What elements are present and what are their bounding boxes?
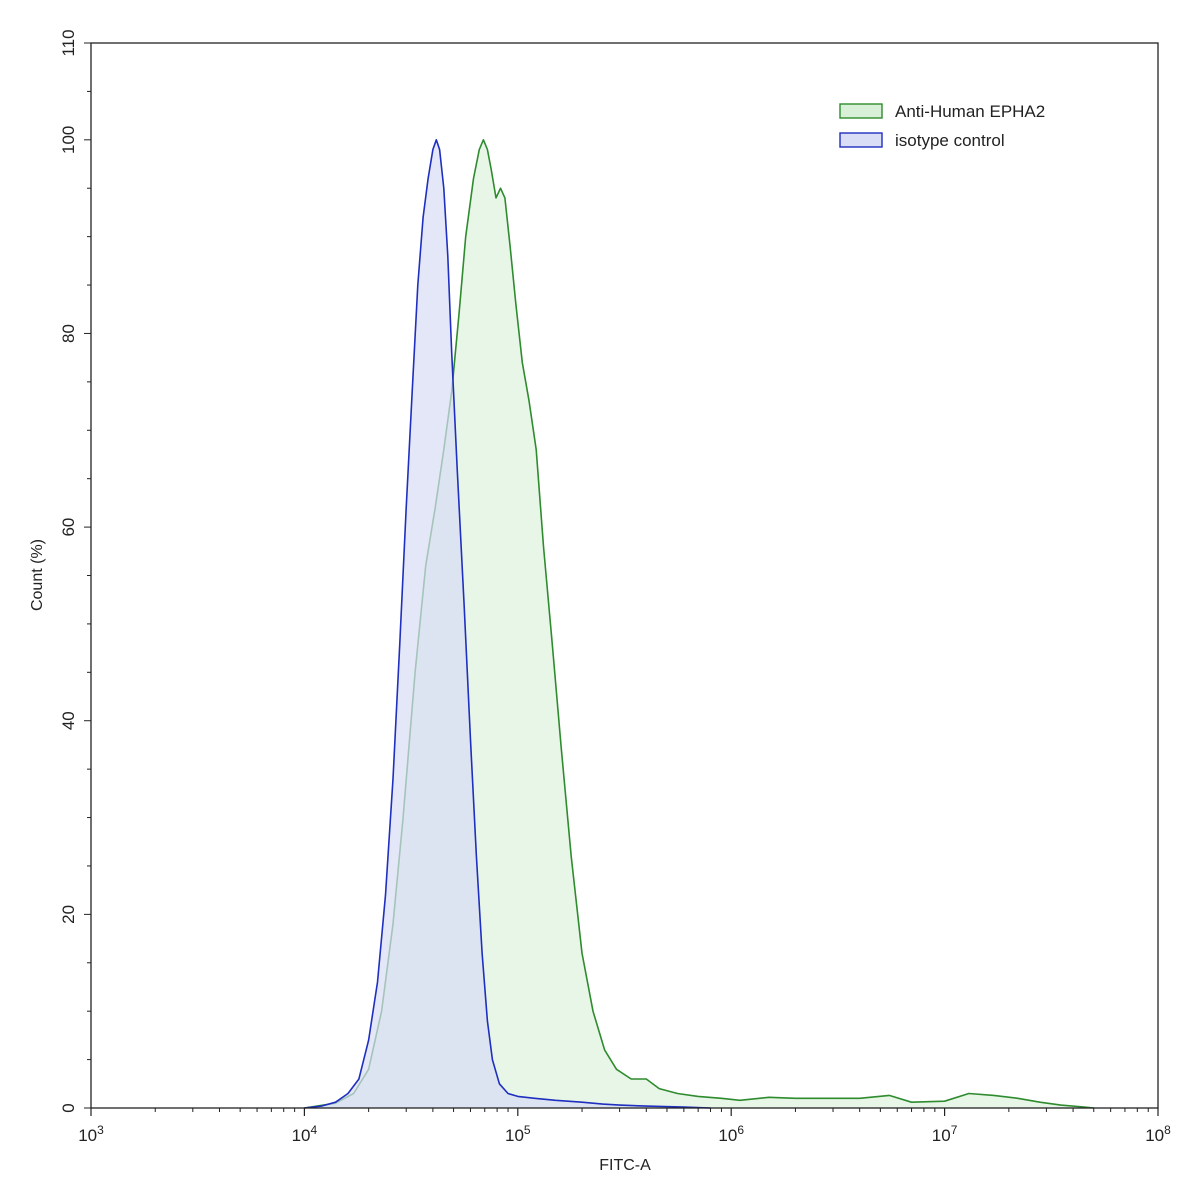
y-axis: 0 20 40 60 80 100 110 [59, 29, 91, 1113]
x-tick-label: 105 [505, 1123, 531, 1145]
series-fill-1 [304, 139, 711, 1109]
y-tick-label: 60 [59, 518, 78, 537]
x-axis: 103 104 105 106 107 108 [78, 1108, 1171, 1145]
series-layer [304, 139, 1094, 1109]
series-fill-0 [304, 139, 1094, 1109]
y-tick-label: 100 [59, 126, 78, 154]
x-axis-title: FITC-A [599, 1157, 651, 1174]
series-line-1 [304, 139, 711, 1109]
y-tick-label: 40 [59, 711, 78, 730]
y-axis-title: Count (%) [29, 539, 46, 611]
y-tick-label: 80 [59, 324, 78, 343]
plot-background [91, 43, 1158, 1108]
legend-swatch-1 [839, 132, 883, 148]
x-tick-label: 108 [1145, 1123, 1171, 1145]
x-tick-label: 103 [78, 1123, 104, 1145]
x-tick-label: 104 [292, 1123, 318, 1145]
legend: Anti-Human EPHA2 isotype control [839, 102, 1045, 150]
y-tick-label: 0 [59, 1103, 78, 1112]
legend-label-0: Anti-Human EPHA2 [895, 102, 1045, 121]
x-tick-label: 107 [932, 1123, 958, 1145]
legend-swatch-0 [839, 103, 883, 119]
y-tick-label: 20 [59, 905, 78, 924]
x-tick-label: 106 [718, 1123, 744, 1145]
legend-label-1: isotype control [895, 131, 1005, 150]
y-tick-label: 110 [59, 29, 78, 56]
